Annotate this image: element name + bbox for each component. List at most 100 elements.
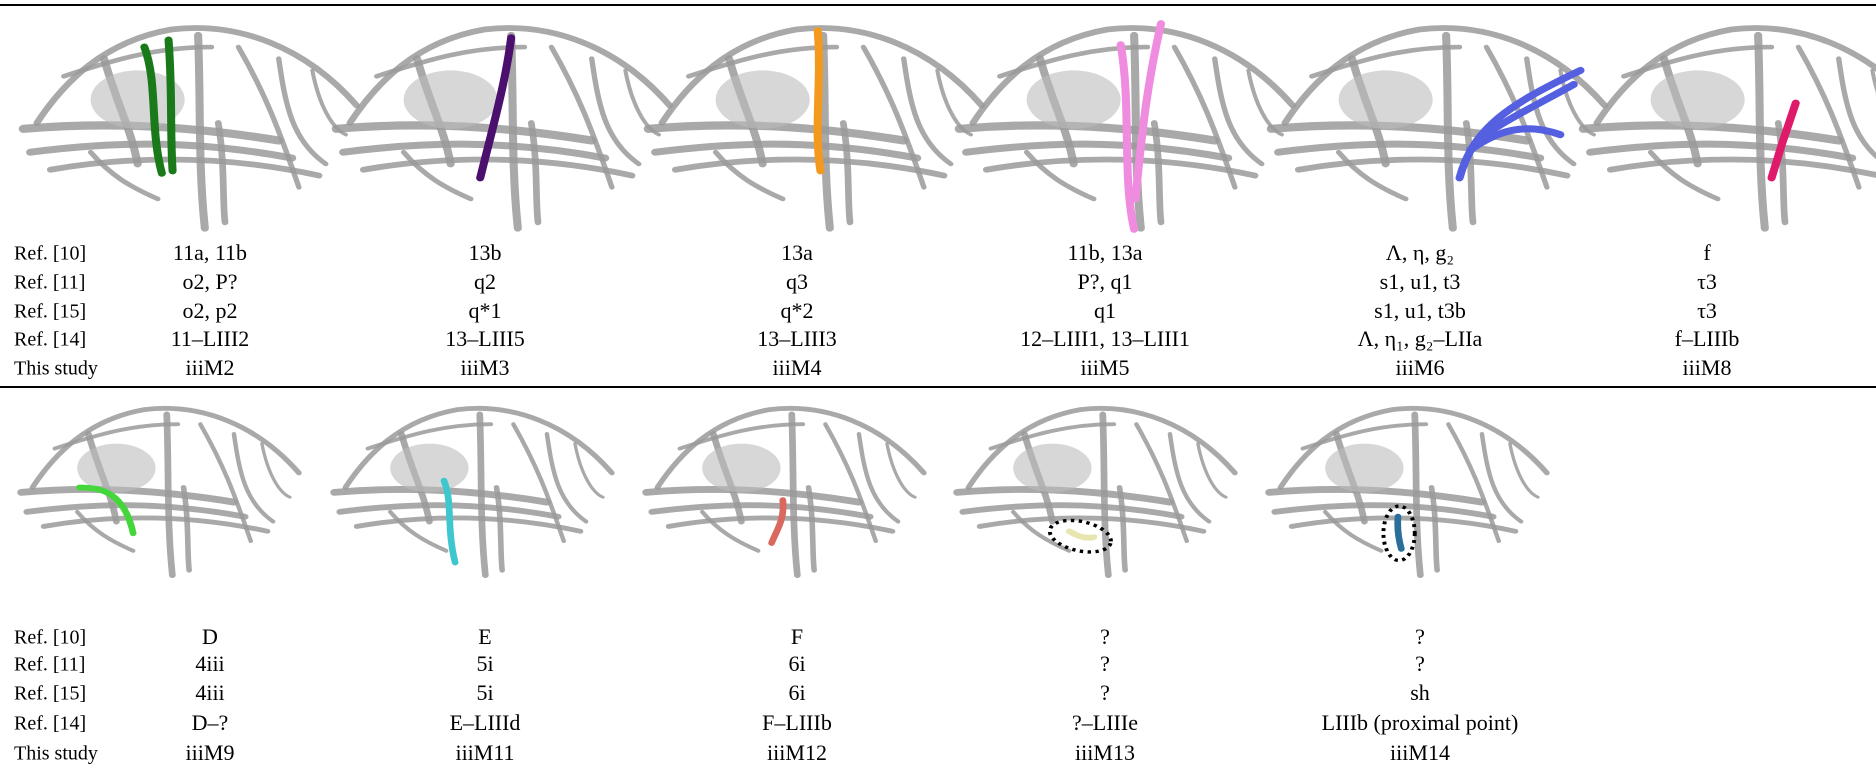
cell: q*2	[781, 298, 814, 323]
cell: LIIIb (proximal point)	[1322, 710, 1519, 735]
specimen-image	[1269, 408, 1547, 575]
cell: 5i	[476, 680, 493, 705]
highlight-structure	[164, 36, 177, 175]
cell: 11b, 13a	[1068, 240, 1143, 265]
cell: sh	[1410, 680, 1430, 705]
cell: iiiM11	[455, 740, 514, 765]
row-label: Ref. [14]	[14, 713, 86, 735]
highlight-structure	[1475, 80, 1578, 142]
cell: 11a, 11b	[173, 240, 247, 265]
cell: ?–LIIIe	[1072, 710, 1138, 735]
cell: ?	[1415, 651, 1425, 676]
cell: o2, P?	[183, 269, 238, 294]
highlight-structure	[440, 477, 459, 566]
specimen-image	[959, 20, 1292, 233]
cell: 6i	[788, 680, 805, 705]
cell: ?	[1100, 624, 1110, 649]
cell: 12–LIII1, 13–LIII1	[1020, 326, 1190, 351]
row-label: Ref. [14]	[14, 329, 86, 351]
cell: P?, q1	[1078, 269, 1133, 294]
row-label: Ref. [15]	[14, 683, 86, 705]
specimen-image	[646, 408, 924, 575]
row-label: This study	[14, 358, 98, 380]
specimen-image	[334, 408, 612, 575]
cell: o2, p2	[183, 298, 238, 323]
cell: 13b	[469, 240, 502, 265]
cell: D	[202, 624, 218, 649]
cell: τ3	[1697, 269, 1717, 294]
highlight-structure	[813, 27, 825, 175]
skeleton	[23, 28, 356, 228]
cell: F–LIIIb	[762, 710, 832, 735]
cell: E	[478, 624, 491, 649]
row-label: Ref. [10]	[14, 627, 86, 649]
specimen-image	[21, 408, 299, 575]
row-label: This study	[14, 743, 98, 765]
cell: iiiM4	[773, 355, 822, 380]
skeleton	[1271, 28, 1604, 228]
cell: 13–LIII5	[445, 326, 524, 351]
row-label: Ref. [10]	[14, 243, 86, 265]
cell: iiiM13	[1075, 740, 1135, 765]
cell: iiiM12	[767, 740, 827, 765]
highlight-structure	[768, 497, 787, 546]
specimen-image	[648, 28, 981, 228]
cell: iiiM9	[186, 740, 235, 765]
highlight-structure	[1455, 66, 1585, 182]
cell: 5i	[476, 651, 493, 676]
skeleton	[336, 28, 669, 228]
cell: f–LIIIb	[1675, 326, 1740, 351]
cell: Λ, η, g₂	[1386, 240, 1454, 265]
cell: q3	[786, 269, 808, 294]
highlight-structure	[1065, 528, 1098, 541]
cell: ?	[1100, 651, 1110, 676]
cell: 6i	[788, 651, 805, 676]
cell: iiiM2	[186, 355, 235, 380]
cell: s1, u1, t3	[1380, 269, 1461, 294]
cell: ?	[1415, 624, 1425, 649]
highlight-structure	[76, 484, 137, 537]
highlight-structure	[1767, 99, 1800, 182]
cell: q1	[1094, 298, 1116, 323]
highlight-structure	[140, 43, 166, 177]
cell: q*1	[469, 298, 502, 323]
cell: D–?	[192, 710, 229, 735]
highlight-structure	[476, 34, 516, 182]
row-label: Ref. [11]	[14, 654, 85, 676]
cell: q2	[474, 269, 496, 294]
cell: iiiM14	[1390, 740, 1450, 765]
cell: f	[1703, 240, 1711, 265]
cell: s1, u1, t3b	[1374, 298, 1466, 323]
cell: iiiM6	[1396, 355, 1445, 380]
cell: 11–LIII2	[171, 326, 250, 351]
cell: Λ, η₁, g₂–LIIa	[1358, 326, 1483, 351]
row-label: Ref. [11]	[14, 272, 85, 294]
specimen-image	[957, 408, 1235, 575]
highlight-structure	[1131, 20, 1166, 203]
skeleton	[1269, 408, 1547, 575]
cell: iiiM3	[461, 355, 510, 380]
dotted-marker	[1381, 504, 1417, 563]
row-label: Ref. [15]	[14, 301, 86, 323]
cell: 13a	[781, 240, 813, 265]
cell: F	[791, 624, 803, 649]
skeleton	[646, 408, 924, 575]
skeleton	[334, 408, 612, 575]
specimen-image	[1583, 28, 1876, 228]
specimen-image	[1271, 28, 1604, 228]
cell: iiiM8	[1683, 355, 1732, 380]
highlight-structure	[1394, 513, 1405, 552]
skeleton	[21, 408, 299, 575]
cell: ?	[1100, 680, 1110, 705]
cell: τ3	[1697, 298, 1717, 323]
cell: 4iii	[195, 651, 224, 676]
highlight-structure	[1116, 41, 1139, 233]
cell: iiiM5	[1081, 355, 1130, 380]
cell: E–LIIId	[450, 710, 521, 735]
cell: 4iii	[195, 680, 224, 705]
specimen-image	[23, 28, 356, 228]
skeleton	[1583, 28, 1876, 228]
highlight-structure	[1466, 125, 1565, 154]
specimen-image	[336, 28, 669, 228]
